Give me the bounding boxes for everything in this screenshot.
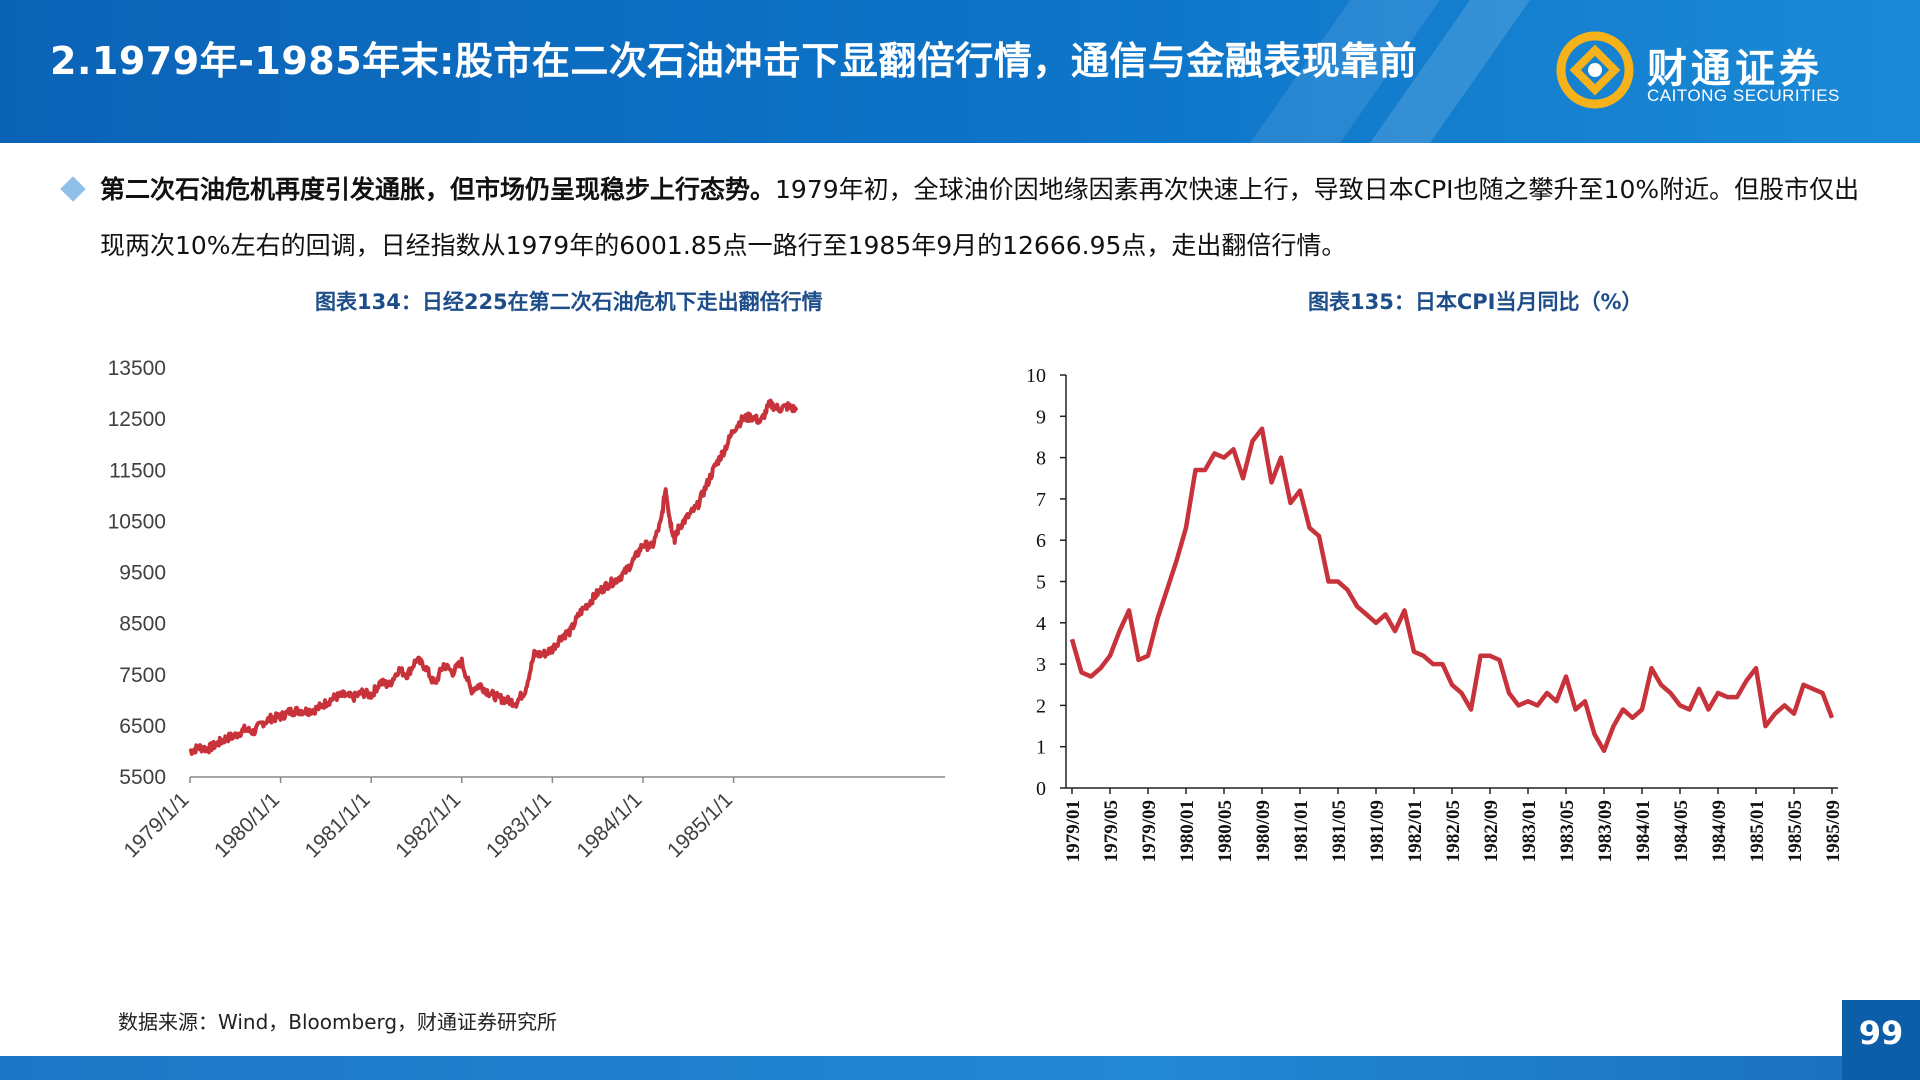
x-tick-label: 1981/09 xyxy=(1367,800,1388,862)
logo-chinese-text: 财通证券 xyxy=(1647,46,1823,92)
x-tick-label: 1980/09 xyxy=(1253,800,1274,862)
y-tick-label: 5 xyxy=(1036,572,1046,594)
x-tick-label: 1984/01 xyxy=(1633,800,1654,862)
logo-emblem-icon xyxy=(1556,31,1634,109)
x-tick-label: 1981/05 xyxy=(1329,800,1350,862)
page-number: 99 xyxy=(1842,1000,1920,1080)
y-tick-label: 6500 xyxy=(119,715,166,738)
x-tick-label: 1983/01 xyxy=(1519,800,1540,862)
x-tick-label: 1983/1/1 xyxy=(482,788,556,862)
nikkei-line-chart: 5500 6500 7500 8500 9500 10500 11500 12500 13500… xyxy=(108,357,945,862)
y-tick-label: 9 xyxy=(1036,406,1046,428)
x-tick-label: 1981/01 xyxy=(1291,800,1312,862)
x-tick-label: 1980/01 xyxy=(1177,800,1198,862)
y-tick-label: 2 xyxy=(1036,695,1046,717)
x-tick-label: 1985/01 xyxy=(1747,800,1768,862)
y-tick-label: 6 xyxy=(1036,530,1046,552)
x-tick-label: 1984/05 xyxy=(1671,800,1692,862)
x-tick-label: 1982/09 xyxy=(1481,800,1502,862)
logo-english-text: CAITONG SECURITIES xyxy=(1647,86,1840,105)
y-tick-label: 4 xyxy=(1036,613,1046,635)
x-tick-label: 1985/09 xyxy=(1823,800,1844,862)
chart1-title: 图表134：日经225在第二次石油危机下走出翻倍行情 xyxy=(315,290,823,314)
y-tick-label: 10500 xyxy=(108,510,166,533)
y-tick-label: 13500 xyxy=(108,357,166,380)
summary-text: 第二次石油危机再度引发通胀，但市场仍呈现稳步上行态势。1979年初，全球油价因地… xyxy=(100,162,1870,274)
x-tick-label: 1979/09 xyxy=(1139,800,1160,862)
x-tick-label: 1985/05 xyxy=(1785,800,1806,862)
y-tick-label: 7 xyxy=(1036,489,1046,511)
y-tick-label: 5500 xyxy=(119,766,166,789)
y-tick-label: 8500 xyxy=(119,613,166,636)
y-tick-label: 11500 xyxy=(109,459,166,482)
cpi-line-chart: 0 1 2 3 4 5 6 7 8 9 10 1979/01 1979/05 1979/09 1980/01… xyxy=(1026,365,1844,862)
x-tick-label: 1982/05 xyxy=(1443,800,1464,862)
x-tick-label: 1979/1/1 xyxy=(119,788,193,862)
header-bar: 2.1979年-1985年末:股市在二次石油冲击下显翻倍行情，通信与金融表现靠前… xyxy=(0,0,1920,143)
x-tick-label: 1981/1/1 xyxy=(301,788,375,862)
y-tick-label: 12500 xyxy=(108,408,166,431)
x-tick-label: 1979/01 xyxy=(1063,800,1084,862)
x-tick-label: 1980/1/1 xyxy=(210,788,284,862)
footer-bar xyxy=(0,1056,1920,1080)
summary-bold-lead: 第二次石油危机再度引发通胀，但市场仍呈现稳步上行态势。 xyxy=(100,175,776,204)
page-title: 2.1979年-1985年末:股市在二次石油冲击下显翻倍行情，通信与金融表现靠前 xyxy=(50,39,1418,83)
x-tick-label: 1984/1/1 xyxy=(572,788,646,862)
data-source-note: 数据来源：Wind，Bloomberg，财通证券研究所 xyxy=(118,1010,558,1034)
y-tick-label: 3 xyxy=(1036,654,1046,676)
nikkei-series-line xyxy=(188,398,799,756)
cpi-series-line xyxy=(1069,426,1835,754)
y-tick-label: 0 xyxy=(1036,778,1046,800)
x-tick-label: 1979/05 xyxy=(1101,800,1122,862)
y-tick-label: 7500 xyxy=(119,664,166,687)
summary-body: 1979年初，全球油价因地缘因素再次快速上行，导致日本CPI也随之攀升至10%附… xyxy=(100,175,1860,260)
x-tick-label: 1983/09 xyxy=(1595,800,1616,862)
chart2-title: 图表135：日本CPI当月同比（%） xyxy=(1308,290,1643,314)
y-tick-label: 10 xyxy=(1026,365,1046,387)
company-logo: 财通证券 CAITONG SECURITIES xyxy=(1555,30,1875,110)
y-tick-label: 8 xyxy=(1036,448,1046,470)
x-tick-label: 1980/05 xyxy=(1215,800,1236,862)
x-tick-label: 1982/1/1 xyxy=(391,788,465,862)
x-tick-label: 1983/05 xyxy=(1557,800,1578,862)
y-tick-label: 1 xyxy=(1036,737,1046,759)
x-tick-label: 1985/1/1 xyxy=(663,788,737,862)
x-tick-label: 1984/09 xyxy=(1709,800,1730,862)
y-tick-label: 9500 xyxy=(119,562,166,585)
diamond-bullet-icon xyxy=(60,176,86,202)
x-tick-label: 1982/01 xyxy=(1405,800,1426,862)
